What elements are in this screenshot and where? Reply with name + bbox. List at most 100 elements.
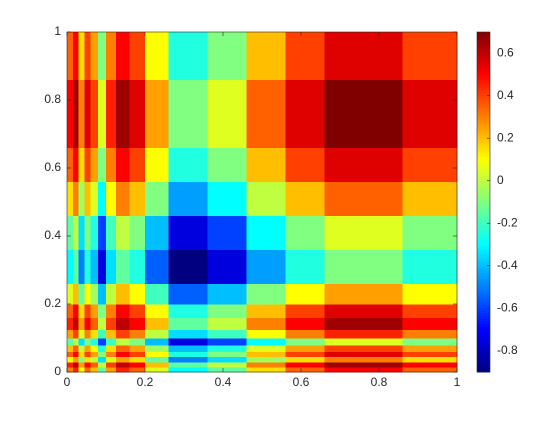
heat-cell — [145, 181, 169, 217]
heat-cell — [168, 147, 208, 183]
colorbar-step — [477, 342, 490, 346]
heat-cell — [168, 361, 208, 368]
colorbar-step — [477, 297, 490, 301]
axes-frame — [66, 31, 458, 373]
colorbar-step — [477, 191, 490, 195]
heat-cell — [402, 283, 458, 305]
heat-cell — [129, 147, 146, 183]
colorbar-step — [477, 186, 490, 190]
colorbar-tick-label: 0.2 — [497, 130, 514, 144]
heat-cell — [98, 317, 107, 330]
heat-cell — [106, 344, 117, 353]
colorbar-step — [477, 249, 490, 253]
heat-cell — [72, 283, 80, 305]
heat-cell — [115, 249, 130, 285]
x-tick-label: 1 — [454, 375, 461, 389]
colorbar-step — [477, 265, 490, 269]
heat-cell — [285, 338, 325, 346]
x-tick-label: 0.6 — [293, 375, 310, 389]
colorbar-step — [477, 47, 490, 52]
heat-cell — [324, 147, 403, 183]
heat-cell — [67, 351, 74, 358]
heat-cell — [402, 147, 458, 183]
colorbar-step — [477, 183, 490, 187]
heat-cell — [78, 356, 86, 363]
colorbar-step — [477, 180, 490, 184]
heat-cell — [67, 329, 74, 339]
colorbar-step — [477, 63, 490, 68]
heat-cell — [168, 304, 208, 319]
heat-cell — [72, 361, 80, 368]
heat-cell — [90, 329, 99, 339]
heat-cell — [67, 147, 74, 183]
heat-cell — [324, 338, 403, 346]
heat-cell — [90, 283, 99, 305]
heat-cell — [72, 181, 80, 217]
colorbar-step — [477, 244, 490, 248]
colorbar-step — [477, 135, 490, 139]
colorbar-step — [477, 172, 490, 176]
heat-cell — [145, 344, 169, 353]
colorbar-step — [477, 79, 490, 83]
heat-cell — [246, 329, 286, 339]
colorbar-step — [477, 212, 490, 216]
heat-cell — [98, 283, 107, 305]
colorbar-step — [477, 289, 490, 293]
heat-cell — [90, 147, 99, 183]
heat-cell — [106, 147, 117, 183]
heat-cell — [90, 249, 99, 285]
colorbar-step — [477, 313, 490, 317]
colorbar-step — [477, 345, 490, 349]
heat-cell — [90, 344, 99, 353]
colorbar-step — [477, 93, 490, 97]
heat-cell — [324, 32, 403, 81]
heat-cell — [67, 304, 74, 319]
heat-cell — [115, 361, 130, 368]
colorbar-step — [477, 53, 490, 57]
colorbar-step — [477, 90, 490, 94]
colorbar-tick-label: 0.4 — [497, 88, 514, 102]
heat-cell — [402, 351, 458, 358]
heat-cell — [115, 338, 130, 346]
heat-cell — [115, 344, 130, 353]
heat-cell — [115, 181, 130, 217]
colorbar-step — [477, 162, 490, 166]
heat-cell — [145, 361, 169, 368]
colorbar-step — [477, 199, 490, 203]
heat-cell — [98, 366, 107, 373]
heat-cell — [106, 329, 117, 339]
colorbar-tick-label: -0.4 — [497, 258, 518, 272]
heat-cell — [90, 317, 99, 330]
heat-cell — [98, 356, 107, 363]
heat-cell — [145, 147, 169, 183]
colorbar-step — [477, 109, 490, 113]
heat-cell — [402, 366, 458, 373]
heat-cell — [90, 366, 99, 373]
heat-cell — [145, 329, 169, 339]
colorbar-tick-label: -0.6 — [497, 300, 518, 314]
heat-cell — [129, 351, 146, 358]
heat-cell — [285, 283, 325, 305]
heat-cell — [129, 361, 146, 368]
x-tick-label: 0.4 — [215, 375, 232, 389]
heat-cell — [207, 181, 247, 217]
colorbar-step — [477, 281, 490, 285]
colorbar-step — [477, 273, 490, 277]
y-tick-label: 0.2 — [44, 296, 61, 310]
heat-cell — [402, 215, 458, 251]
heat-cell — [115, 32, 130, 81]
colorbar-step — [477, 130, 490, 134]
heat-cell — [324, 283, 403, 305]
heat-cell — [72, 344, 80, 353]
heat-cell — [84, 344, 91, 353]
heat-cell — [67, 283, 74, 305]
heat-cell — [72, 32, 80, 81]
colorbar-step — [477, 39, 490, 44]
heat-cell — [67, 356, 74, 363]
heat-cell — [129, 329, 146, 339]
colorbar: -0.8 -0.6 -0.4 -0.2 0 0.2 0.4 0.6 — [476, 31, 518, 373]
heat-cell — [106, 356, 117, 363]
heat-cell — [285, 344, 325, 353]
heat-cell — [145, 356, 169, 363]
heat-cell — [90, 215, 99, 251]
